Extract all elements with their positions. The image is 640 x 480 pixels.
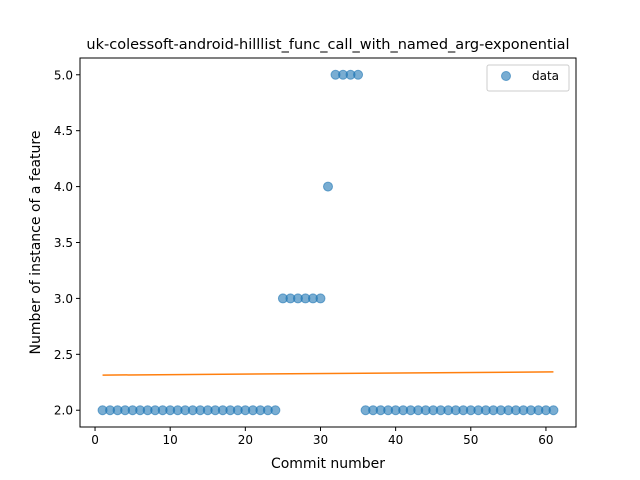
data-point	[548, 405, 559, 416]
x-tick-label: 40	[388, 433, 403, 447]
y-tick-label: 2.0	[54, 404, 73, 418]
chart-title: uk-colessoft-android-hilllist_func_call_…	[86, 37, 569, 53]
legend-label-data: data	[532, 69, 559, 83]
x-tick-label: 20	[238, 433, 253, 447]
y-axis-label: Number of instance of a feature	[28, 131, 44, 355]
plot-area	[97, 69, 559, 416]
y-tick-label: 2.5	[54, 348, 73, 362]
data-point	[353, 69, 364, 80]
x-tick-label: 10	[163, 433, 178, 447]
legend-marker-data	[501, 71, 511, 81]
trend-line	[102, 371, 554, 376]
y-tick-label: 3.5	[54, 236, 73, 250]
x-tick-label: 30	[313, 433, 328, 447]
data-point	[270, 405, 281, 416]
x-tick-label: 50	[463, 433, 478, 447]
y-tick-label: 3.0	[54, 292, 73, 306]
data-point	[323, 181, 333, 192]
legend: data	[486, 64, 570, 92]
y-tick-label: 5.0	[54, 68, 73, 82]
data-point	[315, 293, 326, 304]
y-tick-label: 4.0	[54, 180, 73, 194]
x-tick-label: 60	[538, 433, 553, 447]
x-tick-label: 0	[91, 433, 99, 447]
x-axis-label: Commit number	[271, 456, 385, 472]
x-axis: 0 10 20 30 40 50 60	[91, 427, 554, 447]
y-axis: 2.0 2.5 3.0 3.5 4.0 4.5 5.0	[54, 68, 80, 418]
y-tick-label: 4.5	[54, 124, 73, 138]
